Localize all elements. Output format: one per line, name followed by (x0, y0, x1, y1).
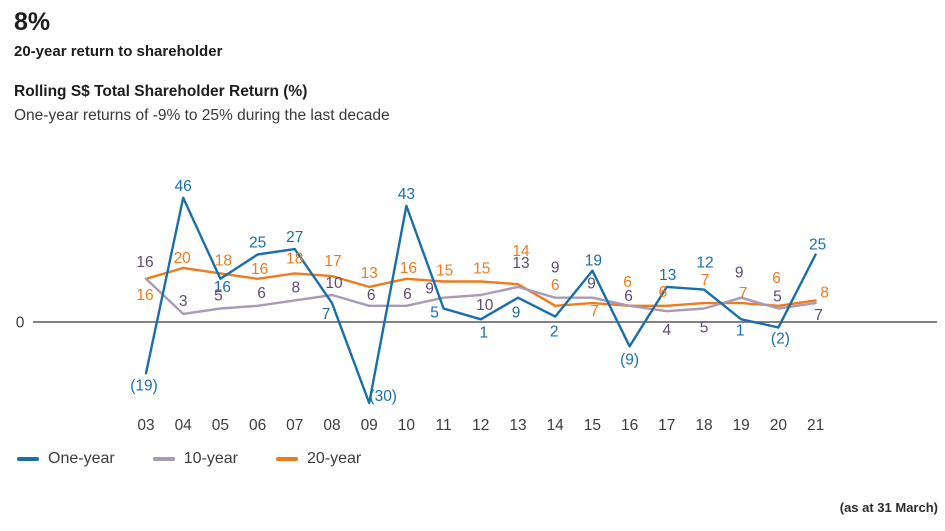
data-label-one-year-16: (9) (620, 351, 639, 368)
data-label-20-year-04: 20 (174, 250, 192, 267)
footnote: (as at 31 March) (839, 500, 938, 515)
x-tick-label-16: 16 (621, 417, 638, 434)
data-label-10-year-19: 9 (735, 265, 744, 282)
data-label-20-year-09: 13 (361, 265, 378, 282)
data-label-one-year-13: 9 (512, 305, 521, 322)
data-label-one-year-21: 25 (809, 237, 826, 254)
data-label-20-year-14: 6 (551, 277, 560, 294)
legend-label: One-year (48, 450, 115, 467)
data-label-20-year-03: 16 (136, 287, 153, 304)
data-label-20-year-08: 17 (324, 253, 341, 270)
legend-item-10-year: 10-year (152, 450, 238, 468)
x-tick-label-20: 20 (770, 417, 788, 434)
x-tick-label-17: 17 (658, 417, 675, 434)
series-line-20-year (144, 266, 817, 307)
x-tick-label-07: 07 (286, 417, 303, 434)
data-label-one-year-10: 43 (398, 186, 415, 203)
x-tick-label-10: 10 (398, 417, 416, 434)
data-label-10-year-15: 9 (587, 276, 596, 293)
zero-axis-label: 0 (16, 315, 25, 332)
x-tick-label-21: 21 (807, 417, 824, 434)
data-label-20-year-10: 16 (400, 260, 417, 277)
data-label-10-year-14: 9 (551, 260, 560, 277)
data-label-one-year-04: 46 (175, 178, 192, 195)
data-label-20-year-06: 16 (251, 261, 268, 278)
x-tick-label-12: 12 (472, 417, 489, 434)
series-line-one-year (144, 196, 817, 405)
data-label-10-year-06: 6 (257, 285, 266, 302)
legend-label: 10-year (183, 450, 238, 467)
data-label-10-year-10: 6 (403, 286, 412, 303)
data-label-10-year-12: 10 (476, 297, 494, 314)
data-label-10-year-13: 13 (512, 255, 529, 272)
data-label-20-year-12: 15 (473, 261, 490, 278)
legend-item-20-year: 20-year (275, 450, 362, 468)
x-tick-label-08: 08 (323, 417, 340, 434)
legend-swatch-one-year (17, 457, 39, 461)
data-label-20-year-20: 6 (772, 270, 781, 287)
x-tick-label-11: 11 (436, 417, 452, 434)
data-label-10-year-04: 3 (179, 293, 188, 310)
data-label-10-year-17: 4 (662, 322, 671, 339)
data-label-10-year-20: 5 (773, 289, 782, 306)
data-label-20-year-11: 15 (436, 263, 453, 280)
data-label-20-year-13: 14 (512, 243, 530, 260)
data-label-one-year-12: 1 (479, 324, 488, 341)
headline-value: 8% (14, 8, 51, 36)
data-label-10-year-03: 16 (136, 254, 153, 271)
legend-item-one-year: One-year (17, 450, 115, 468)
data-label-20-year-07: 18 (286, 250, 303, 267)
x-tick-label-05: 05 (212, 417, 229, 434)
data-label-20-year-19: 7 (739, 285, 748, 302)
data-label-one-year-11: 5 (430, 305, 439, 322)
chart-subtitle: One-year returns of -9% to 25% during th… (14, 107, 390, 124)
x-tick-label-06: 06 (249, 417, 266, 434)
data-label-10-year-16: 6 (624, 288, 633, 305)
data-label-one-year-06: 25 (249, 235, 266, 252)
data-label-20-year-21: 8 (820, 284, 829, 301)
data-label-one-year-03: (19) (130, 377, 158, 394)
data-label-10-year-21: 7 (814, 307, 823, 324)
data-label-20-year-17: 6 (658, 284, 667, 301)
x-tick-label-18: 18 (695, 417, 712, 434)
data-label-one-year-20: (2) (771, 330, 790, 347)
legend-swatch-20-year (275, 457, 298, 461)
data-label-10-year-11: 9 (425, 281, 434, 298)
x-tick-label-03: 03 (137, 417, 154, 434)
x-tick-label-15: 15 (584, 417, 601, 434)
data-label-10-year-07: 8 (291, 279, 300, 296)
x-tick-label-04: 04 (175, 417, 193, 434)
legend-label: 20-year (306, 450, 362, 467)
headline-caption: 20-year return to shareholder (14, 43, 223, 60)
data-label-10-year-09: 6 (367, 287, 376, 304)
data-label-one-year-17: 13 (659, 267, 676, 284)
data-label-20-year-18: 7 (701, 272, 710, 289)
x-tick-label-19: 19 (733, 417, 750, 434)
data-label-one-year-14: 2 (550, 324, 559, 341)
data-label-10-year-05: 5 (214, 288, 223, 305)
data-label-10-year-18: 5 (700, 320, 709, 337)
data-label-one-year-18: 12 (696, 255, 713, 272)
legend-swatch-10-year (152, 457, 175, 461)
data-label-one-year-05: 16 (214, 279, 231, 296)
chart-legend: One-year 10-year 20-year (17, 450, 361, 468)
data-label-one-year-15: 19 (585, 253, 602, 270)
data-label-10-year-08: 10 (325, 275, 343, 292)
data-label-one-year-19: 1 (736, 322, 745, 339)
x-tick-label-14: 14 (547, 417, 565, 434)
data-label-20-year-15: 7 (590, 303, 599, 320)
series-line-10-year (144, 277, 817, 316)
x-tick-label-09: 09 (361, 417, 378, 434)
chart-title: Rolling S$ Total Shareholder Return (%) (14, 83, 308, 100)
data-label-20-year-05: 18 (215, 252, 232, 269)
data-label-one-year-08: 7 (322, 306, 331, 323)
data-label-one-year-09: (30) (369, 388, 397, 405)
x-tick-label-13: 13 (509, 417, 526, 434)
data-label-one-year-07: 27 (286, 229, 303, 246)
data-label-20-year-16: 6 (623, 274, 632, 291)
